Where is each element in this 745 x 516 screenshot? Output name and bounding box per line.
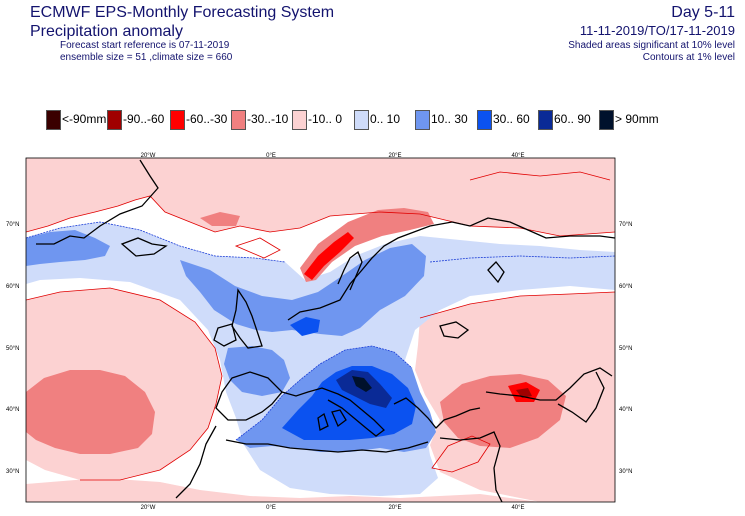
lon-label: 0°E: [266, 153, 276, 159]
precipitation-map: 20°W 0°E 20°E 40°E 20°W 0°E 20°E 40°E 70…: [0, 0, 745, 516]
lon-label: 20°W: [141, 505, 156, 511]
lon-label: 20°E: [388, 153, 401, 159]
lat-label: 50°N: [6, 346, 19, 352]
lon-label: 40°E: [511, 153, 524, 159]
lon-label: 20°W: [141, 153, 156, 159]
lat-label: 30°N: [6, 469, 19, 475]
lon-label: 20°E: [388, 505, 401, 511]
lon-label: 40°E: [511, 505, 524, 511]
lat-label: 40°N: [6, 407, 19, 413]
lat-label: 30°N: [619, 469, 632, 475]
map-field: [26, 158, 615, 502]
lat-label: 60°N: [6, 284, 19, 290]
lat-label: 70°N: [6, 222, 19, 228]
lat-label: 70°N: [619, 222, 632, 228]
lat-label: 60°N: [619, 284, 632, 290]
lat-label: 40°N: [619, 407, 632, 413]
lon-label: 0°E: [266, 505, 276, 511]
lat-label: 50°N: [619, 346, 632, 352]
